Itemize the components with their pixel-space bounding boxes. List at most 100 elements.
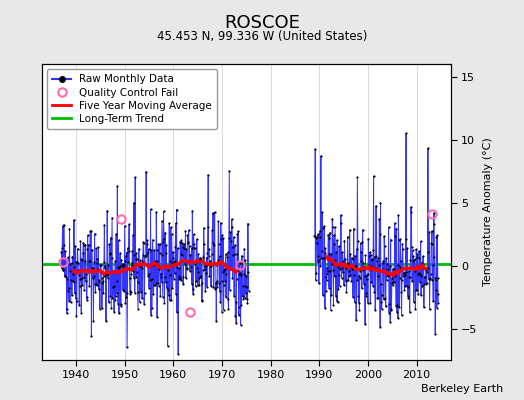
Point xyxy=(352,262,360,269)
Point xyxy=(103,274,112,281)
Point xyxy=(66,261,74,267)
Point xyxy=(73,246,82,252)
Point xyxy=(313,259,322,265)
Point xyxy=(211,209,219,216)
Point xyxy=(388,280,396,287)
Point xyxy=(195,282,203,288)
Point xyxy=(347,255,356,261)
Point xyxy=(233,231,242,238)
Point xyxy=(99,289,107,296)
Point xyxy=(183,232,192,239)
Point xyxy=(353,277,361,284)
Point xyxy=(364,236,373,242)
Point xyxy=(74,267,83,274)
Point xyxy=(98,280,106,286)
Point xyxy=(226,229,234,235)
Point xyxy=(217,278,226,284)
Point xyxy=(391,233,399,240)
Point xyxy=(92,245,101,252)
Point xyxy=(115,310,123,317)
Point xyxy=(202,270,210,276)
Point xyxy=(151,280,160,286)
Point xyxy=(89,318,97,324)
Point xyxy=(126,289,135,296)
Point xyxy=(395,275,403,281)
Point xyxy=(87,228,95,234)
Point xyxy=(100,259,108,266)
Point xyxy=(384,273,392,280)
Point xyxy=(329,302,337,308)
Point xyxy=(225,286,234,293)
Point xyxy=(168,260,176,266)
Point xyxy=(206,263,214,269)
Point xyxy=(319,255,328,261)
Point xyxy=(373,295,381,301)
Point xyxy=(408,244,416,250)
Point xyxy=(322,277,331,284)
Point xyxy=(320,223,329,229)
Point xyxy=(89,265,97,272)
Point xyxy=(155,283,163,289)
Point xyxy=(372,203,380,209)
Point xyxy=(169,249,177,255)
Point xyxy=(229,252,237,258)
Point xyxy=(83,232,92,239)
Point xyxy=(311,146,320,152)
Point xyxy=(428,240,436,247)
Point xyxy=(101,265,109,271)
Point xyxy=(183,265,191,272)
Point xyxy=(89,275,97,281)
Point xyxy=(77,309,85,316)
Point xyxy=(152,247,161,254)
Point xyxy=(413,287,421,293)
Point xyxy=(96,262,105,269)
Point xyxy=(416,270,424,277)
Point xyxy=(325,251,334,258)
Point xyxy=(58,223,67,229)
Point xyxy=(194,251,203,257)
Point xyxy=(160,274,169,280)
Point xyxy=(159,208,168,215)
Point xyxy=(191,283,200,290)
Point xyxy=(132,250,140,256)
Point xyxy=(82,278,90,284)
Point xyxy=(103,268,111,274)
Point xyxy=(346,272,354,278)
Point xyxy=(372,252,380,259)
Point xyxy=(114,301,122,307)
Point xyxy=(92,281,100,287)
Point xyxy=(321,245,330,252)
Point xyxy=(378,260,387,266)
Point xyxy=(81,258,89,264)
Point xyxy=(364,300,372,306)
Point xyxy=(151,258,159,264)
Point xyxy=(95,278,104,285)
Point xyxy=(412,254,421,260)
Point xyxy=(331,257,340,263)
Point xyxy=(311,233,319,240)
Point xyxy=(93,256,102,262)
Point xyxy=(339,258,347,264)
Point xyxy=(367,256,376,263)
Point xyxy=(372,265,380,271)
Point xyxy=(347,278,355,284)
Point xyxy=(352,246,361,252)
Point xyxy=(201,263,209,269)
Point xyxy=(131,174,139,180)
Point xyxy=(111,297,119,303)
Point xyxy=(189,286,197,292)
Point xyxy=(417,238,425,244)
Point xyxy=(65,298,73,304)
Y-axis label: Temperature Anomaly (°C): Temperature Anomaly (°C) xyxy=(483,138,493,286)
Point xyxy=(387,306,396,313)
Point xyxy=(85,258,93,264)
Point xyxy=(109,267,117,274)
Point xyxy=(173,264,181,270)
Point xyxy=(311,277,320,283)
Point xyxy=(135,298,144,305)
Point xyxy=(157,274,165,280)
Point xyxy=(112,231,121,237)
Point xyxy=(139,240,148,246)
Point xyxy=(399,270,408,276)
Point xyxy=(349,256,357,262)
